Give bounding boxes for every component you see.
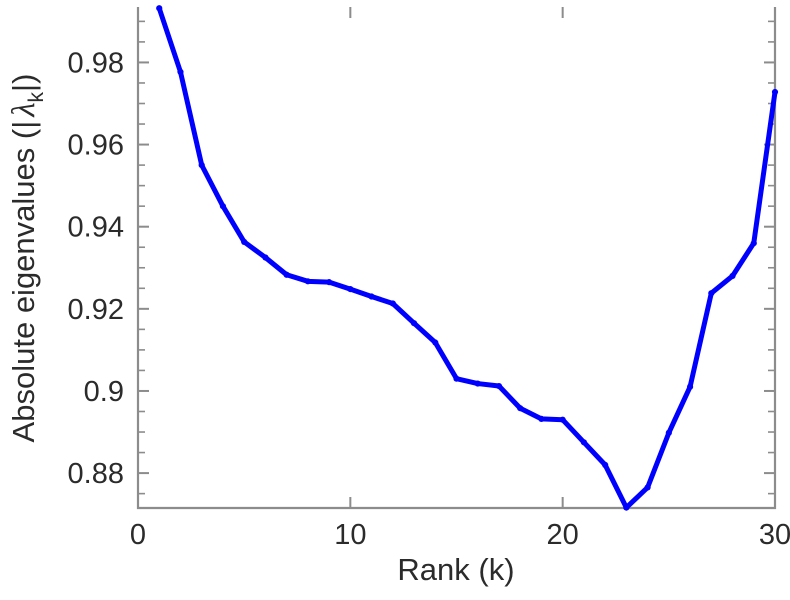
data-point-marker [389,300,396,307]
data-point-marker [304,278,311,285]
data-point-marker [580,439,588,446]
y-tick-label: 0.9 [84,376,124,408]
y-axis-title-suffix: |) [6,74,41,92]
x-tick-label: 30 [759,519,790,551]
y-tick-label: 0.88 [68,458,124,490]
data-point-marker [602,461,609,468]
data-point-marker [219,203,227,210]
data-point-marker [623,504,630,511]
data-point-marker [644,484,651,491]
y-axis-title-group: Absolute eigenvalues (| λk|) [6,74,48,443]
y-tick-label: 0.96 [68,130,124,162]
data-series-markers [156,5,779,511]
y-tick-label: 0.98 [68,47,124,79]
data-series-line [156,5,778,511]
data-point-marker [665,429,672,436]
y-tick-label: 0.94 [68,212,124,244]
data-point-marker [729,272,736,280]
data-point-marker [347,286,354,293]
data-point-marker [283,271,290,278]
x-axis-tick-labels: 0 10 20 30 [130,519,790,551]
y-axis-title-subscript: k [25,91,48,102]
data-point-marker [517,405,524,412]
data-point-marker [750,240,757,247]
data-point-marker [474,380,481,387]
y-axis-title: Absolute eigenvalues (| λk|) [6,74,48,443]
axis-frame [136,7,777,510]
data-point-marker [368,293,375,300]
x-axis-title: Rank (k) [397,552,514,587]
data-point-marker [559,416,566,423]
data-point-marker [262,254,269,261]
data-point-marker [410,320,418,327]
data-point-marker [453,375,460,382]
data-point-marker [198,162,205,169]
x-tick-label: 10 [334,519,366,551]
y-axis-minor-ticks [138,20,775,495]
y-tick-label: 0.92 [68,294,124,326]
data-point-marker [432,339,439,346]
x-tick-label: 0 [130,519,146,551]
data-point-marker [538,415,545,422]
y-axis-title-prefix: Absolute eigenvalues (| [6,121,41,443]
data-point-marker [177,68,184,75]
data-point-marker [686,383,694,390]
x-axis-major-ticks [137,7,776,508]
x-axis-title-group: Rank (k) [397,552,514,587]
data-point-marker [495,382,503,390]
x-tick-label: 20 [547,519,579,551]
data-point-marker [771,88,779,96]
data-point-marker [708,290,715,297]
data-point-marker [156,5,163,12]
y-axis-title-lambda: λ [6,102,42,117]
y-axis-tick-labels: 0.88 0.9 0.92 0.94 0.96 0.98 [68,47,124,490]
data-point-marker [241,238,248,245]
data-point-marker [326,279,333,286]
